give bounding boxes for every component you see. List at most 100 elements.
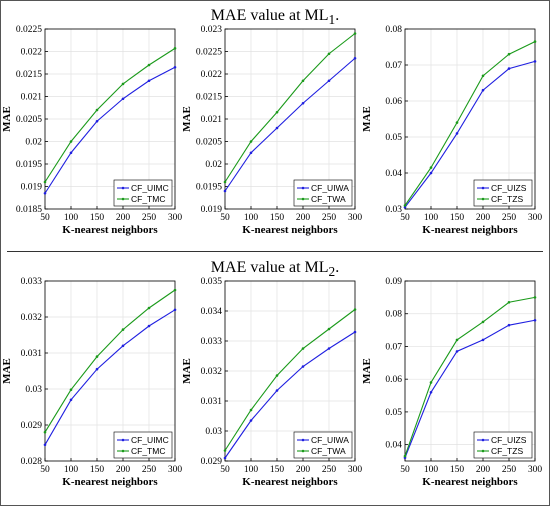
x-axis-label: K-nearest neighbors bbox=[62, 224, 158, 236]
y-tick-label: 0.021 bbox=[201, 115, 223, 125]
data-point bbox=[43, 191, 47, 195]
data-point bbox=[327, 347, 331, 350]
data-point bbox=[533, 40, 537, 43]
data-point bbox=[69, 398, 73, 402]
y-tick-label: 0.034 bbox=[201, 307, 223, 317]
data-point bbox=[249, 140, 253, 143]
data-point bbox=[249, 408, 253, 412]
section-title-ml1-text: MAE value at ML bbox=[210, 7, 329, 24]
data-point bbox=[353, 330, 357, 334]
data-point bbox=[95, 108, 99, 112]
x-tick-label: 100 bbox=[244, 465, 259, 475]
series-line-cf-tmc bbox=[44, 289, 176, 433]
x-tick-label: 250 bbox=[322, 465, 337, 475]
plot-frame bbox=[404, 280, 536, 462]
legend-marker bbox=[301, 197, 305, 201]
data-point bbox=[173, 65, 177, 69]
series-line-cf-uimc bbox=[44, 66, 176, 194]
data-point bbox=[147, 79, 151, 83]
data-point bbox=[403, 204, 407, 207]
y-tick-label: 0.0205 bbox=[16, 115, 42, 125]
legend-marker bbox=[301, 186, 305, 190]
x-tick-label: 50 bbox=[400, 465, 410, 475]
legend-marker bbox=[121, 186, 125, 190]
series-line-cf-twa bbox=[224, 33, 356, 183]
legend-marker bbox=[481, 197, 485, 201]
legend-label: CF_TZS bbox=[491, 194, 523, 204]
x-tick-label: 50 bbox=[220, 465, 230, 475]
y-tick-label: 0.022 bbox=[21, 48, 43, 58]
data-point bbox=[95, 355, 99, 358]
chart-ml1-zs: 0.03 0.04 0.05 0.06 0.07 0.08 50 100 150 200 250 30… bbox=[361, 25, 542, 236]
y-tick-label: 0.09 bbox=[385, 277, 402, 287]
data-point bbox=[327, 79, 331, 83]
plot-frame bbox=[404, 28, 536, 210]
plot-frame bbox=[44, 280, 176, 462]
x-tick-label: 300 bbox=[168, 465, 183, 475]
y-tick-label: 0.023 bbox=[201, 25, 223, 35]
y-tick-label: 0.029 bbox=[21, 421, 43, 431]
legend-label: CF_TWA bbox=[311, 194, 346, 204]
legend-label: CF_UIMC bbox=[131, 183, 169, 193]
x-tick-label: 100 bbox=[244, 213, 259, 223]
x-tick-label: 200 bbox=[296, 465, 311, 475]
x-tick-label: 100 bbox=[424, 465, 439, 475]
chart-ml2-mc: 0.028 0.029 0.03 0.031 0.032 0.033 50 100 150 200… bbox=[1, 277, 183, 488]
x-tick-label: 50 bbox=[400, 213, 410, 223]
y-tick-label: 0.05 bbox=[385, 133, 402, 143]
y-tick-label: 0.035 bbox=[201, 277, 223, 287]
legend-label: CF_TMC bbox=[131, 446, 165, 456]
data-point bbox=[69, 388, 73, 392]
data-point bbox=[481, 320, 485, 324]
data-point bbox=[327, 327, 331, 331]
data-point bbox=[429, 166, 433, 169]
x-tick-label: 300 bbox=[168, 213, 183, 223]
y-tick-label: 0.0205 bbox=[196, 138, 222, 148]
series-line-cf-tmc bbox=[44, 47, 176, 183]
data-point bbox=[223, 180, 227, 184]
x-tick-label: 250 bbox=[142, 465, 157, 475]
x-tick-label: 150 bbox=[450, 465, 465, 475]
legend-marker bbox=[121, 449, 125, 453]
data-point bbox=[533, 318, 537, 322]
data-point bbox=[173, 47, 177, 50]
chart-ml1-wa: 0.019 0.0195 0.02 0.0205 0.021 0.0215 0.022 0.0… bbox=[181, 25, 363, 236]
data-point bbox=[455, 350, 459, 353]
x-tick-label: 250 bbox=[502, 213, 517, 223]
x-tick-label: 50 bbox=[40, 465, 50, 475]
data-point bbox=[249, 419, 253, 422]
data-point bbox=[121, 97, 125, 101]
series-line-cf-uimc bbox=[44, 309, 176, 446]
data-point bbox=[481, 74, 485, 78]
x-tick-label: 300 bbox=[348, 213, 363, 223]
legend-label: CF_TMC bbox=[131, 194, 165, 204]
x-tick-label: 150 bbox=[90, 213, 105, 223]
data-point bbox=[43, 443, 47, 447]
data-point bbox=[533, 296, 537, 299]
x-tick-label: 200 bbox=[116, 213, 131, 223]
x-axis-label: K-nearest neighbors bbox=[62, 476, 158, 488]
legend-marker bbox=[121, 438, 125, 442]
data-point bbox=[301, 101, 305, 105]
y-tick-label: 0.03 bbox=[205, 427, 222, 437]
series-line-cf-tzs bbox=[404, 296, 536, 457]
y-tick-label: 0.08 bbox=[385, 25, 402, 35]
chart-ml2-wa: 0.029 0.03 0.031 0.032 0.033 0.034 0.035 50 100 1… bbox=[181, 277, 362, 488]
data-point bbox=[455, 121, 459, 124]
legend-marker bbox=[481, 438, 485, 442]
legend-label: CF_UIZS bbox=[491, 183, 527, 193]
series-line-cf-uiwa bbox=[224, 331, 356, 459]
x-axis-label: K-nearest neighbors bbox=[422, 476, 518, 488]
legend-label: CF_UIWA bbox=[311, 435, 349, 445]
y-tick-label: 0.0195 bbox=[16, 160, 42, 170]
section-title-ml1: MAE value at ML1. bbox=[210, 7, 340, 28]
series-line-cf-tzs bbox=[404, 41, 536, 206]
y-tick-label: 0.022 bbox=[201, 70, 223, 80]
y-tick-label: 0.04 bbox=[385, 169, 402, 179]
data-point bbox=[275, 110, 279, 114]
legend bbox=[293, 179, 353, 207]
y-tick-label: 0.031 bbox=[21, 349, 43, 359]
data-point bbox=[481, 338, 485, 342]
chart-ml2-zs: 0.04 0.05 0.06 0.07 0.08 0.09 50 100 150 200 250 30… bbox=[361, 277, 542, 488]
